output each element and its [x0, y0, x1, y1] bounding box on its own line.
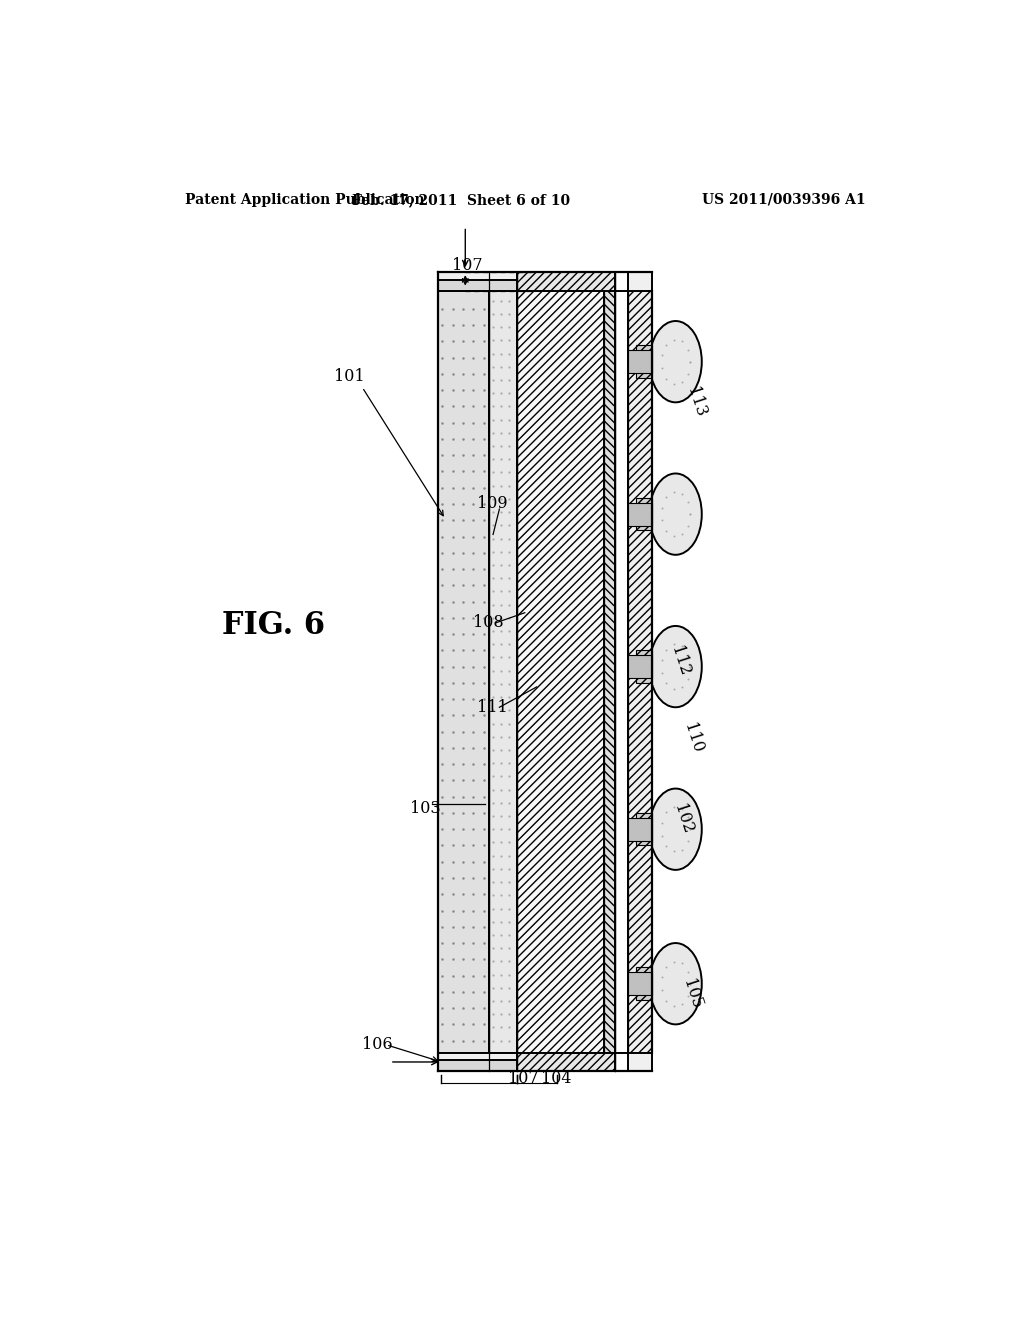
Bar [628, 350, 652, 374]
Bar [628, 503, 652, 525]
Text: 101: 101 [334, 368, 365, 385]
Ellipse shape [649, 788, 701, 870]
Text: 112: 112 [668, 644, 693, 678]
Bar [636, 498, 652, 531]
Bar [615, 1053, 628, 1071]
Text: US 2011/0039396 A1: US 2011/0039396 A1 [702, 193, 866, 207]
Bar [636, 813, 652, 846]
Text: 108: 108 [473, 614, 504, 631]
Bar [437, 1053, 652, 1071]
Bar [628, 290, 652, 1053]
Text: 111: 111 [477, 698, 508, 715]
Bar [615, 290, 628, 1053]
Bar [517, 272, 615, 290]
Ellipse shape [649, 321, 701, 403]
Bar [636, 651, 652, 682]
Bar [604, 290, 615, 1053]
Text: Feb. 17, 2011  Sheet 6 of 10: Feb. 17, 2011 Sheet 6 of 10 [352, 193, 570, 207]
Bar [628, 818, 652, 841]
Text: FIG. 6: FIG. 6 [221, 610, 325, 642]
Text: 109: 109 [477, 495, 508, 512]
Text: 110: 110 [680, 721, 706, 755]
Bar [636, 346, 652, 378]
Ellipse shape [649, 942, 701, 1024]
Bar [437, 272, 652, 290]
Bar [437, 280, 517, 290]
Bar [517, 1053, 615, 1071]
Bar [437, 290, 489, 1053]
Bar [615, 272, 628, 290]
Text: 107: 107 [452, 256, 482, 273]
Text: 104: 104 [542, 1071, 571, 1088]
Bar [489, 290, 517, 1053]
Text: 102: 102 [670, 803, 695, 836]
Text: 103: 103 [410, 800, 440, 817]
Bar [636, 968, 652, 1001]
Ellipse shape [649, 474, 701, 554]
Text: 113: 113 [684, 385, 710, 420]
Text: 106: 106 [362, 1036, 393, 1053]
Bar [628, 655, 652, 678]
Text: 107: 107 [508, 1071, 539, 1088]
Text: Patent Application Publication: Patent Application Publication [185, 193, 425, 207]
Text: 105: 105 [680, 977, 706, 1011]
Bar [517, 290, 604, 1053]
Bar [628, 973, 652, 995]
Ellipse shape [649, 626, 701, 708]
Bar [437, 1060, 517, 1071]
